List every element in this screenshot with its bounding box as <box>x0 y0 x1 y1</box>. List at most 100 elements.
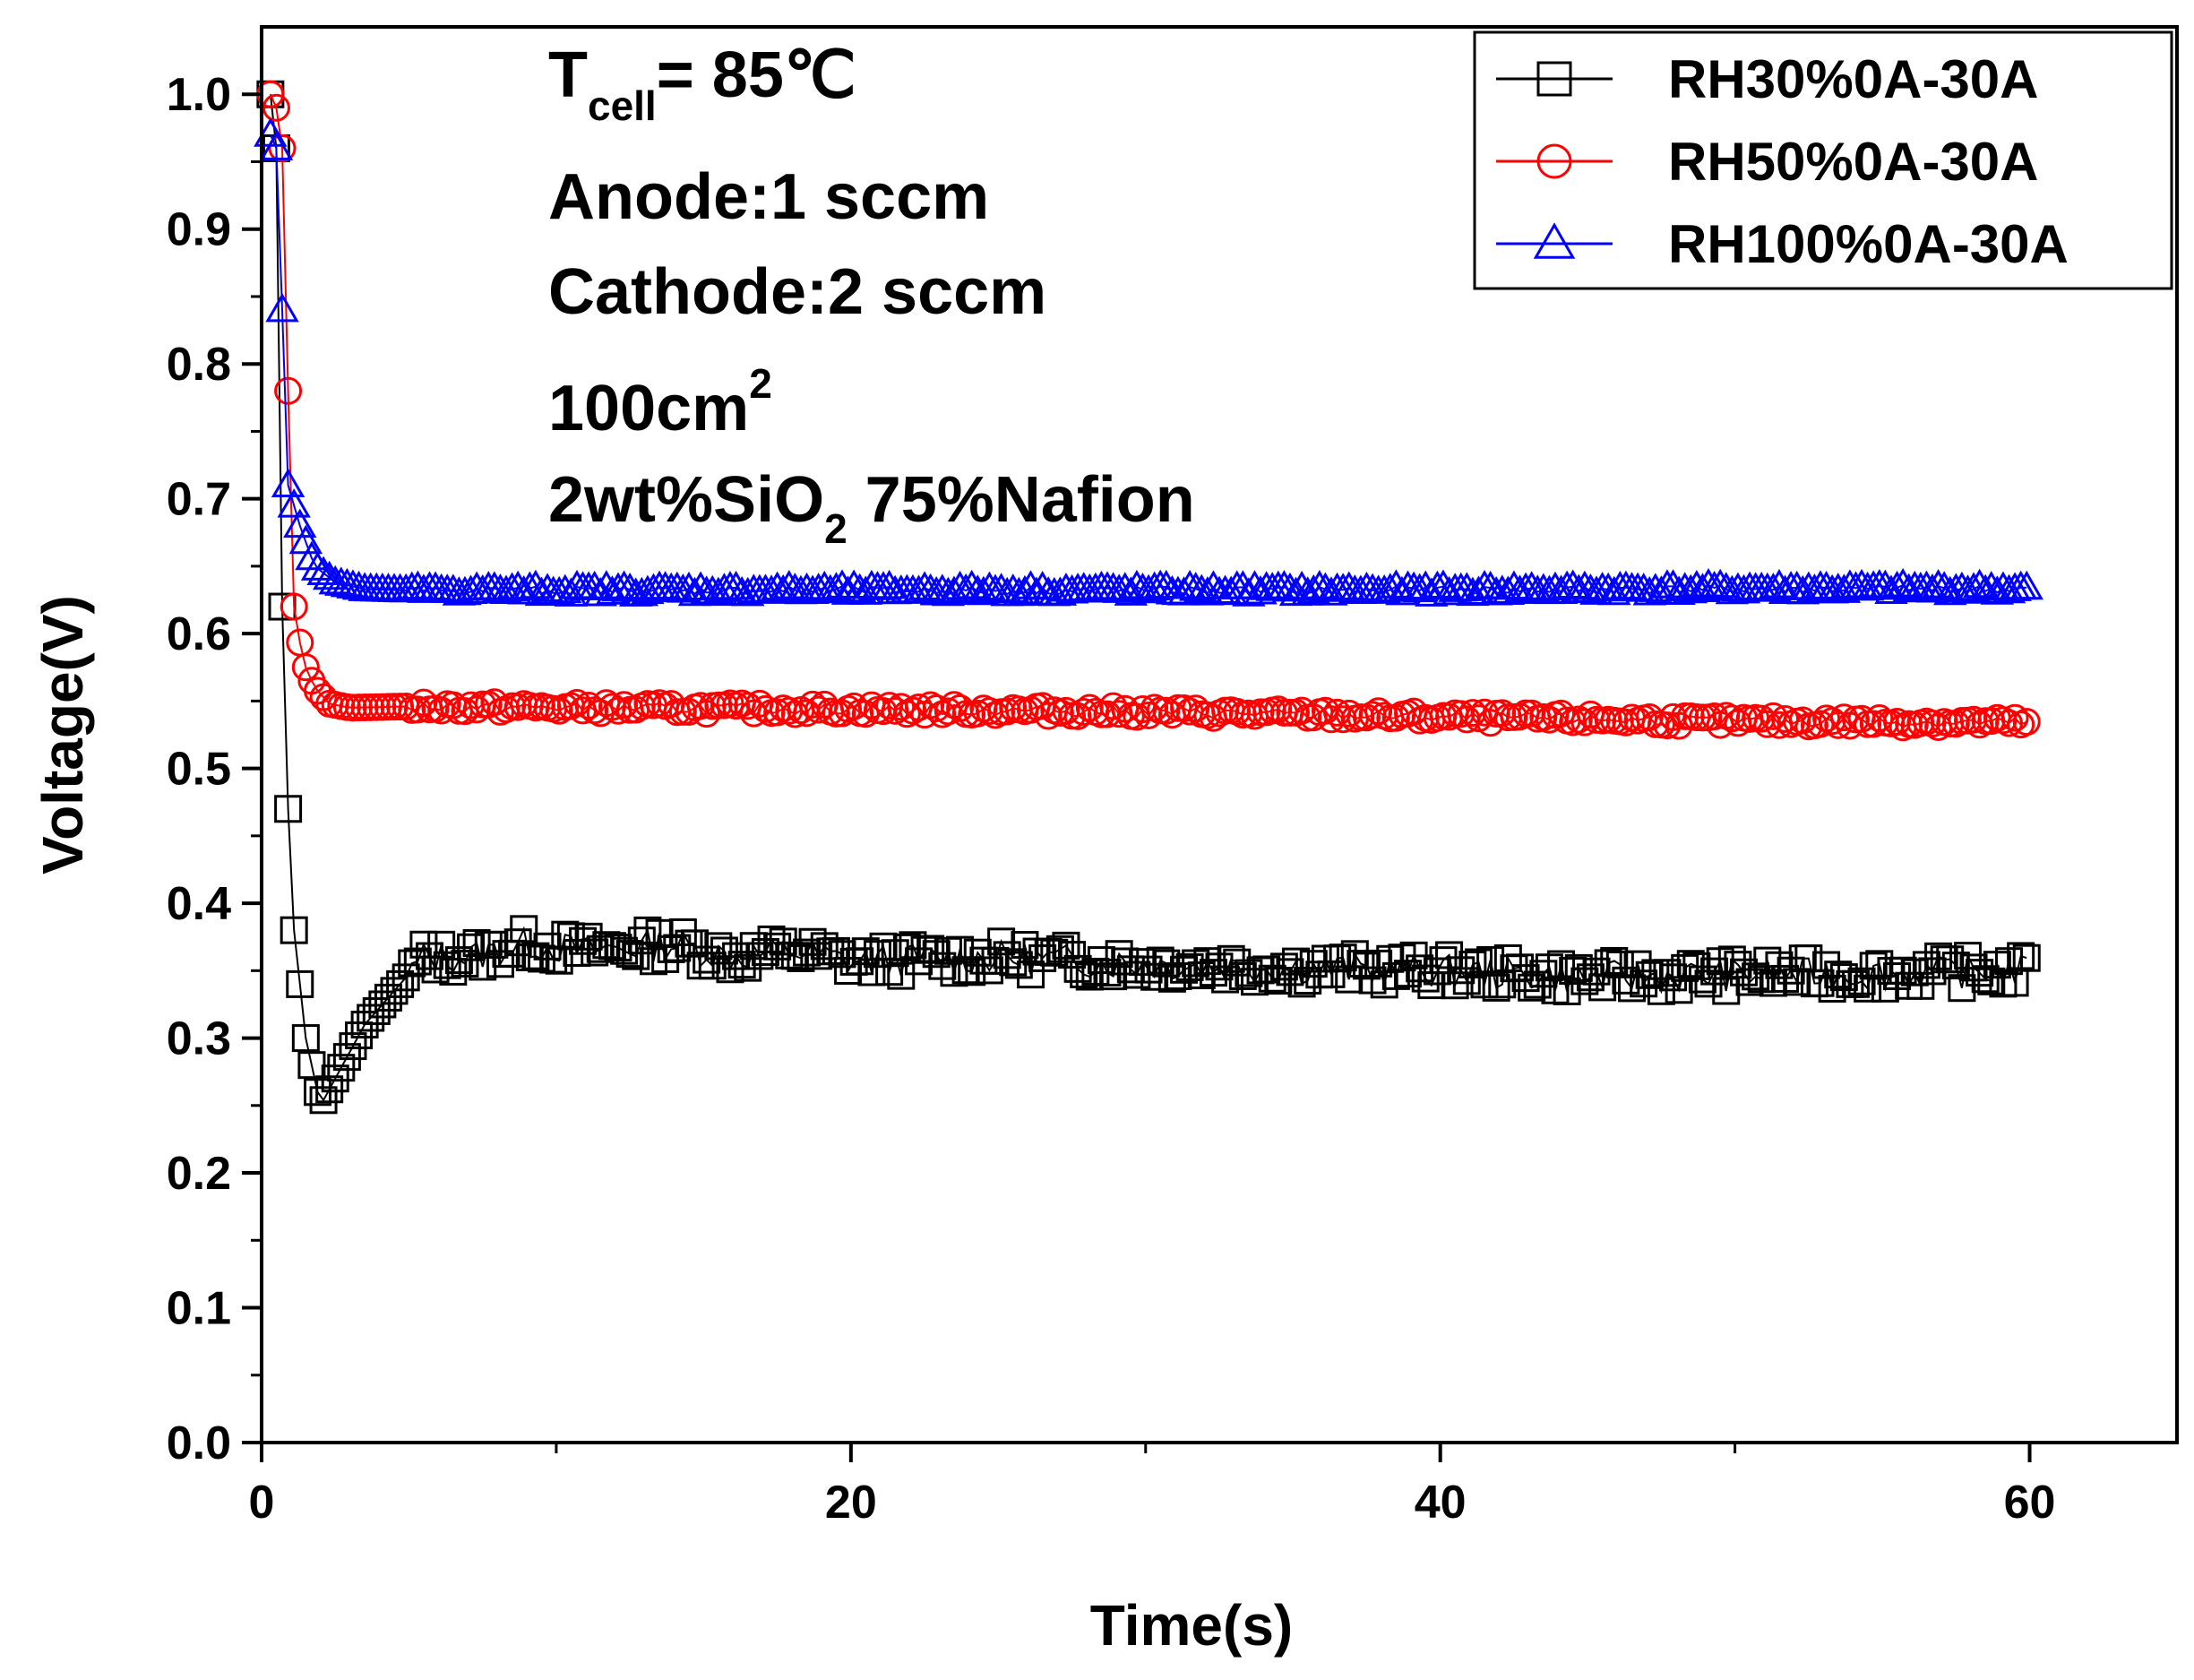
data-point <box>262 93 290 122</box>
data-point <box>1367 574 1401 604</box>
y-tick-label: 0.9 <box>167 204 231 256</box>
annotation-area-value: 100cm <box>548 373 749 444</box>
data-point <box>1108 572 1142 601</box>
data-point <box>274 376 303 405</box>
data-point <box>1726 573 1761 604</box>
data-point <box>1002 576 1037 607</box>
y-axis-title: Voltage(V) <box>30 595 95 874</box>
data-point <box>793 699 822 728</box>
annotation-membrane: 2wt%SiO2 75%Nafion <box>548 464 1195 552</box>
data-point <box>972 571 1007 601</box>
data-point <box>760 571 795 601</box>
data-point <box>1939 573 1974 603</box>
data-point <box>2009 570 2043 600</box>
data-point <box>286 969 314 998</box>
data-point <box>1717 704 1746 733</box>
annotation-area: 100cm2 <box>548 360 772 444</box>
annotation-membrane-rest: 75%Nafion <box>847 464 1195 536</box>
data-point <box>595 575 630 605</box>
data-point <box>1152 696 1181 725</box>
data-point <box>1134 701 1163 729</box>
data-point <box>887 961 916 990</box>
data-point <box>291 1024 320 1053</box>
ticks-layer: 0.0 0.1 0.2 0.3 0.4 0.5 0.6 0.7 0.8 0.9 1.0 0 20 40 60 <box>167 69 2056 1529</box>
data-point <box>960 574 994 604</box>
data-point <box>1034 702 1063 730</box>
data-point <box>1385 575 1419 606</box>
legend: RH30%0A-30A RH50%0A-30A RH100%0A-30A <box>1473 30 2173 290</box>
data-point <box>1461 575 1496 605</box>
legend-label: RH100%0A-30A <box>1668 214 2069 274</box>
data-point <box>2012 708 2041 737</box>
y-tick-label: 0.0 <box>167 1417 231 1469</box>
y-tick-label: 0.1 <box>167 1283 231 1335</box>
data-point <box>389 573 423 603</box>
data-point <box>403 695 432 724</box>
legend-label: RH30%0A-30A <box>1668 49 2039 109</box>
annotation-block: Tcell= 85℃ Anode:1 sccm Cathode:2 sccm 1… <box>548 39 1195 552</box>
data-point <box>1959 705 1988 734</box>
data-point <box>2007 942 2035 970</box>
data-point <box>1936 945 1965 974</box>
data-point <box>259 131 294 160</box>
data-point <box>993 697 1021 726</box>
data-point <box>1482 973 1510 1002</box>
data-point <box>922 694 951 722</box>
data-point <box>271 468 305 498</box>
x-tick-label: 0 <box>249 1477 275 1529</box>
data-point <box>503 693 532 721</box>
data-point <box>1054 573 1089 604</box>
legend-entries: RH30%0A-30A RH50%0A-30A RH100%0A-30A <box>1496 49 2069 274</box>
legend-marker <box>1533 222 1576 259</box>
data-point <box>277 488 311 518</box>
data-point <box>1891 573 1926 603</box>
data-point <box>560 569 594 599</box>
data-point <box>1273 572 1307 602</box>
annotation-cathode: Cathode:2 sccm <box>548 256 1046 328</box>
data-point <box>1644 575 1679 605</box>
data-point <box>1680 569 1714 599</box>
data-point <box>1335 699 1364 728</box>
data-point <box>1544 574 1579 604</box>
data-point <box>1214 575 1248 606</box>
data-point <box>545 696 573 725</box>
data-point <box>1016 695 1045 724</box>
data-point <box>798 690 827 719</box>
data-point <box>1415 577 1449 607</box>
legend-entry: RH50%0A-30A <box>1496 132 2039 192</box>
annotation-temperature-value: = 85℃ <box>657 39 856 111</box>
data-point <box>300 551 335 581</box>
data-point <box>1326 573 1360 602</box>
data-point <box>1114 576 1149 606</box>
data-point <box>636 573 671 603</box>
data-point <box>1344 574 1378 604</box>
data-point <box>1653 711 1682 740</box>
data-point <box>1527 573 1561 603</box>
data-point <box>510 915 538 943</box>
data-point <box>489 574 523 605</box>
data-point <box>548 573 582 604</box>
data-point <box>1818 707 1846 736</box>
annotation-temperature-subscript: cell <box>588 82 657 129</box>
data-point <box>1591 572 1625 602</box>
data-point <box>465 573 500 604</box>
series-RH50%0A-30A <box>256 80 2041 742</box>
data-point <box>265 292 299 323</box>
data-point <box>1099 692 1128 720</box>
data-point <box>1128 694 1157 723</box>
y-tick-label: 1.0 <box>167 69 231 121</box>
data-point <box>1933 575 1967 606</box>
annotation-anode: Anode:1 sccm <box>548 161 989 233</box>
data-point <box>766 573 800 604</box>
data-point <box>1668 572 1702 601</box>
x-tick-label: 60 <box>2004 1477 2056 1529</box>
y-tick-label: 0.2 <box>167 1148 231 1200</box>
data-point <box>1659 702 1688 731</box>
x-axis-title: Time(s) <box>1090 1593 1293 1658</box>
legend-label: RH50%0A-30A <box>1668 132 2039 192</box>
data-point <box>801 573 836 602</box>
x-tick-label: 40 <box>1415 1477 1467 1529</box>
data-point <box>563 688 591 717</box>
data-point <box>1264 695 1293 724</box>
